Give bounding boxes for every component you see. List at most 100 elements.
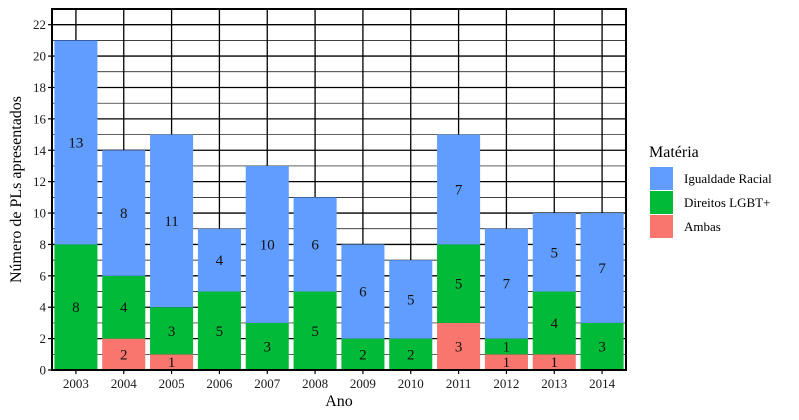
data-label-2006-igualdade-racial: 4	[216, 253, 224, 269]
data-label-2014-direitos-lgbt: 3	[598, 339, 606, 355]
x-tick-label: 2004	[111, 376, 138, 391]
x-tick-label: 2006	[206, 376, 233, 391]
y-tick-label: 2	[40, 331, 47, 346]
data-label-2010-direitos-lgbt: 2	[407, 347, 415, 363]
data-label-2009-direitos-lgbt: 2	[359, 347, 367, 363]
y-tick-label: 16	[33, 111, 47, 126]
bar-segment-2004-direitos-lgbt	[102, 275, 146, 339]
data-label-2013-igualdade-racial: 5	[551, 245, 559, 261]
grid-lines	[52, 8, 626, 371]
x-tick-label: 2003	[63, 376, 89, 391]
y-tick-label: 4	[40, 300, 47, 315]
y-tick-label: 14	[33, 143, 47, 158]
y-tick-label: 22	[33, 17, 46, 32]
data-label-2008-igualdade-racial: 6	[311, 237, 319, 253]
legend-label-direitos-lgbt: Direitos LGBT+	[684, 195, 770, 210]
data-label-2011-ambas: 3	[455, 339, 463, 355]
bar-segment-2006-direitos-lgbt	[197, 291, 241, 370]
data-label-2006-direitos-lgbt: 5	[216, 324, 224, 340]
data-label-2005-igualdade-racial: 11	[164, 214, 178, 230]
data-label-2008-direitos-lgbt: 5	[311, 324, 319, 340]
bar-segment-2005-igualdade-racial	[150, 134, 194, 308]
x-tick-label: 2005	[159, 376, 185, 391]
bars	[54, 40, 624, 370]
bar-segment-2013-ambas	[532, 354, 576, 370]
y-axis-title: Número de PLs apresentados	[8, 96, 25, 283]
data-label-2005-ambas: 1	[168, 355, 176, 371]
x-tick-label: 2013	[541, 376, 567, 391]
x-tick-label: 2009	[350, 376, 376, 391]
y-tick-label: 12	[33, 174, 46, 189]
data-label-2003-direitos-lgbt: 8	[72, 300, 80, 316]
bar-segment-2004-igualdade-racial	[102, 150, 146, 276]
data-label-2014-igualdade-racial: 7	[598, 261, 606, 277]
legend-label-igualdade-racial: Igualdade Racial	[684, 171, 772, 186]
data-label-2004-igualdade-racial: 8	[120, 206, 128, 222]
x-tick-label: 2014	[589, 376, 616, 391]
bar-segment-2005-direitos-lgbt	[150, 307, 194, 355]
bar-segment-2009-direitos-lgbt	[341, 338, 385, 370]
data-label-2007-igualdade-racial: 10	[260, 237, 275, 253]
y-tick-label: 8	[40, 237, 47, 252]
legend-swatch-igualdade-racial	[650, 167, 673, 190]
x-tick-label: 2010	[398, 376, 424, 391]
y-axis: 0 2 4 6 8 10 12 14 16 18 20 22	[33, 17, 52, 378]
plot-frame	[51, 8, 627, 371]
bar-segment-2010-direitos-lgbt	[389, 338, 433, 370]
legend-swatch-ambas	[650, 215, 673, 238]
data-label-2009-igualdade-racial: 6	[359, 285, 367, 301]
data-label-2005-direitos-lgbt: 3	[168, 324, 176, 340]
y-tick-label: 20	[33, 49, 46, 64]
bar-segment-2006-igualdade-racial	[197, 228, 241, 292]
bar-segment-2003-igualdade-racial	[54, 40, 98, 245]
bar-segment-2010-igualdade-racial	[389, 260, 433, 339]
data-label-2011-direitos-lgbt: 5	[455, 277, 463, 293]
x-tick-label: 2008	[302, 376, 328, 391]
bar-segment-2013-igualdade-racial	[532, 213, 576, 292]
bar-segment-2012-igualdade-racial	[484, 228, 528, 339]
bar-segment-2011-direitos-lgbt	[437, 244, 481, 323]
bar-segment-2011-igualdade-racial	[437, 134, 481, 245]
data-label-2007-direitos-lgbt: 3	[264, 339, 272, 355]
bar-segment-2007-direitos-lgbt	[245, 322, 289, 370]
data-label-2012-direitos-lgbt: 1	[503, 339, 511, 355]
data-label-2013-direitos-lgbt: 4	[551, 316, 559, 332]
legend-title: Matéria	[649, 144, 699, 161]
bar-segment-2013-direitos-lgbt	[532, 291, 576, 355]
x-tick-label: 2007	[254, 376, 281, 391]
x-axis: 2003 2004 2005 2006 2007 2008 2009 2010 2011 2012…	[63, 370, 616, 391]
data-label-2012-ambas: 1	[503, 355, 511, 371]
y-tick-label: 18	[33, 80, 46, 95]
x-tick-label: 2011	[446, 376, 472, 391]
bar-segment-2005-ambas	[150, 354, 194, 370]
bar-segment-2007-igualdade-racial	[245, 165, 289, 323]
bar-segment-2008-igualdade-racial	[293, 197, 337, 292]
bar-segment-2004-ambas	[102, 338, 146, 370]
legend: Matéria Igualdade Racial Direitos LGBT+ Am…	[649, 144, 772, 238]
x-axis-title: Ano	[325, 393, 353, 410]
y-tick-label: 0	[40, 363, 47, 378]
legend-swatch-direitos-lgbt	[650, 191, 673, 214]
data-label-2004-ambas: 2	[120, 347, 128, 363]
bar-segment-2009-igualdade-racial	[341, 244, 385, 339]
bar-segment-2012-ambas	[484, 354, 528, 370]
bar-segment-2012-direitos-lgbt	[484, 338, 528, 355]
x-tick-label: 2012	[493, 376, 519, 391]
bar-segment-2014-igualdade-racial	[580, 213, 624, 323]
data-label-2010-igualdade-racial: 5	[407, 292, 415, 308]
y-tick-label: 6	[40, 268, 47, 283]
data-label-2013-ambas: 1	[551, 355, 559, 371]
plot-background	[52, 9, 626, 370]
bar-segment-2003-direitos-lgbt	[54, 244, 98, 370]
bar-segment-2008-direitos-lgbt	[293, 291, 337, 370]
data-label-2011-igualdade-racial: 7	[455, 183, 463, 199]
data-label-2004-direitos-lgbt: 4	[120, 300, 128, 316]
data-label-2003-igualdade-racial: 13	[68, 135, 83, 151]
data-label-2012-igualdade-racial: 7	[503, 277, 511, 293]
bar-segment-2011-ambas	[437, 322, 481, 370]
bar-segment-2014-direitos-lgbt	[580, 322, 624, 370]
y-tick-label: 10	[33, 206, 46, 221]
legend-label-ambas: Ambas	[684, 219, 721, 234]
